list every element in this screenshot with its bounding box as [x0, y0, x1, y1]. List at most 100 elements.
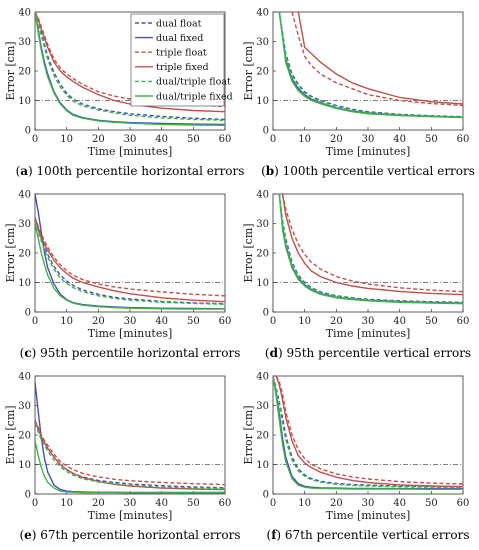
chart-panel-a: 0 10 20 30 40 0 10 20 30 40 50 60 Time [minutes] Erro…: [4, 8, 244, 179]
y-tick-label: 40: [256, 372, 269, 383]
series-line-dual-triple-float: [35, 220, 225, 305]
x-tick-label: 50: [425, 498, 438, 509]
panel-letter: a: [20, 164, 28, 178]
x-axis-label: Time [minutes]: [88, 327, 173, 340]
x-tick-label: 10: [298, 316, 311, 327]
series-line-dual-triple-fixed: [278, 194, 463, 305]
x-tick-label: 20: [330, 134, 343, 145]
x-tick-label: 30: [362, 498, 375, 509]
panel-caption: (f) 67th percentile vertical errors: [267, 528, 470, 542]
x-tick-label: 50: [187, 134, 200, 145]
y-tick-label: 30: [18, 401, 31, 412]
panel-caption: (d) 95th percentile vertical errors: [265, 346, 471, 360]
panel-letter: c: [24, 346, 31, 360]
plot-area: [272, 11, 464, 131]
y-tick-label: 0: [263, 126, 269, 137]
x-tick-label: 10: [60, 498, 73, 509]
legend-label: dual fixed: [156, 33, 203, 44]
panel-caption: (b) 100th percentile vertical errors: [261, 164, 475, 178]
x-tick-label: 20: [330, 498, 343, 509]
x-tick-label: 60: [457, 134, 470, 145]
series-group: [35, 381, 225, 494]
y-axis-label: Error [cm]: [242, 223, 255, 282]
series-line-triple-fixed: [275, 376, 463, 488]
series-line-dual-triple-float: [278, 12, 463, 118]
series-line-triple-float: [291, 12, 463, 107]
chart-panel-f: 0 10 20 30 40 0 10 20 30 40 50 60 Time [minutes] Erro…: [242, 372, 469, 543]
y-tick-label: 30: [256, 37, 269, 48]
chart-panel-b: 0 10 20 30 40 0 10 20 30 40 50 60 Time [minutes] Erro…: [242, 8, 475, 179]
chart-panel-d: 0 10 20 30 40 0 10 20 30 40 50 60 Time [minutes] Erro…: [242, 190, 471, 361]
x-tick-label: 40: [393, 134, 406, 145]
y-axis-label: Error [cm]: [4, 405, 17, 464]
series-line-triple-fixed: [297, 12, 463, 105]
x-tick-label: 0: [270, 134, 276, 145]
series-line-triple-fixed: [281, 194, 463, 296]
y-tick-label: 0: [25, 308, 31, 319]
x-tick-label: 40: [155, 498, 168, 509]
series-line-triple-fixed: [35, 217, 225, 303]
x-tick-label: 10: [298, 498, 311, 509]
series-line-dual-triple-fixed: [273, 376, 463, 490]
x-tick-label: 30: [362, 316, 375, 327]
x-tick-label: 0: [32, 134, 38, 145]
x-axis-label: Time [minutes]: [326, 327, 411, 340]
series-group: [278, 194, 463, 305]
y-tick-label: 30: [18, 219, 31, 230]
legend-label: triple float: [156, 48, 207, 59]
series-line-dual-float: [35, 12, 225, 121]
x-tick-label: 60: [219, 134, 232, 145]
x-axis-label: Time [minutes]: [88, 509, 173, 522]
series-line-dual-triple-float: [35, 12, 225, 121]
y-tick-label: 0: [263, 308, 269, 319]
x-tick-label: 60: [457, 498, 470, 509]
y-tick-label: 10: [18, 460, 31, 471]
panel-letter: f: [271, 528, 277, 542]
plot-area: [272, 375, 464, 495]
y-tick-label: 20: [18, 249, 31, 260]
x-tick-label: 30: [362, 134, 375, 145]
x-tick-label: 0: [270, 498, 276, 509]
series-line-triple-float: [275, 376, 463, 485]
panel-caption: (e) 67th percentile horizontal errors: [19, 528, 240, 542]
x-tick-label: 30: [124, 498, 137, 509]
x-tick-label: 20: [330, 316, 343, 327]
x-tick-label: 20: [92, 134, 105, 145]
series-line-dual-triple-float: [273, 376, 463, 489]
series-line-triple-float: [35, 217, 225, 297]
y-tick-label: 40: [256, 190, 269, 201]
series-line-triple-float: [281, 194, 463, 293]
legend-label: dual/triple float: [156, 77, 231, 88]
x-tick-label: 50: [187, 316, 200, 327]
y-tick-label: 40: [18, 8, 31, 19]
y-tick-label: 10: [256, 460, 269, 471]
y-axis-label: Error [cm]: [242, 41, 255, 100]
series-line-dual-float: [273, 376, 463, 488]
y-tick-label: 0: [25, 126, 31, 137]
series-line-triple-fixed: [35, 420, 225, 491]
series-group: [278, 12, 463, 119]
panel-letter: e: [24, 528, 32, 542]
x-tick-label: 60: [219, 316, 232, 327]
series-line-triple-float: [35, 420, 225, 486]
y-tick-label: 40: [18, 190, 31, 201]
x-tick-label: 10: [60, 134, 73, 145]
x-tick-label: 0: [270, 316, 276, 327]
series-line-dual-float: [278, 194, 463, 303]
x-tick-label: 10: [298, 134, 311, 145]
series-line-dual-triple-fixed: [278, 12, 463, 119]
series-group: [273, 376, 463, 490]
chart-panel-c: 0 10 20 30 40 0 10 20 30 40 50 60 Time [minutes] Erro…: [4, 190, 240, 361]
plot-area: [34, 375, 226, 495]
series-line-dual-triple-float: [35, 422, 225, 490]
x-tick-label: 40: [393, 316, 406, 327]
y-tick-label: 40: [256, 8, 269, 19]
x-tick-label: 0: [32, 316, 38, 327]
plot-area: [34, 193, 226, 313]
legend: dual float dual fixed triple float triple f…: [130, 13, 233, 107]
chart-panel-e: 0 10 20 30 40 0 10 20 30 40 50 60 Time [minutes] Erro…: [4, 372, 241, 543]
x-tick-label: 50: [187, 498, 200, 509]
series-line-triple-float: [35, 12, 225, 108]
y-tick-label: 10: [18, 278, 31, 289]
